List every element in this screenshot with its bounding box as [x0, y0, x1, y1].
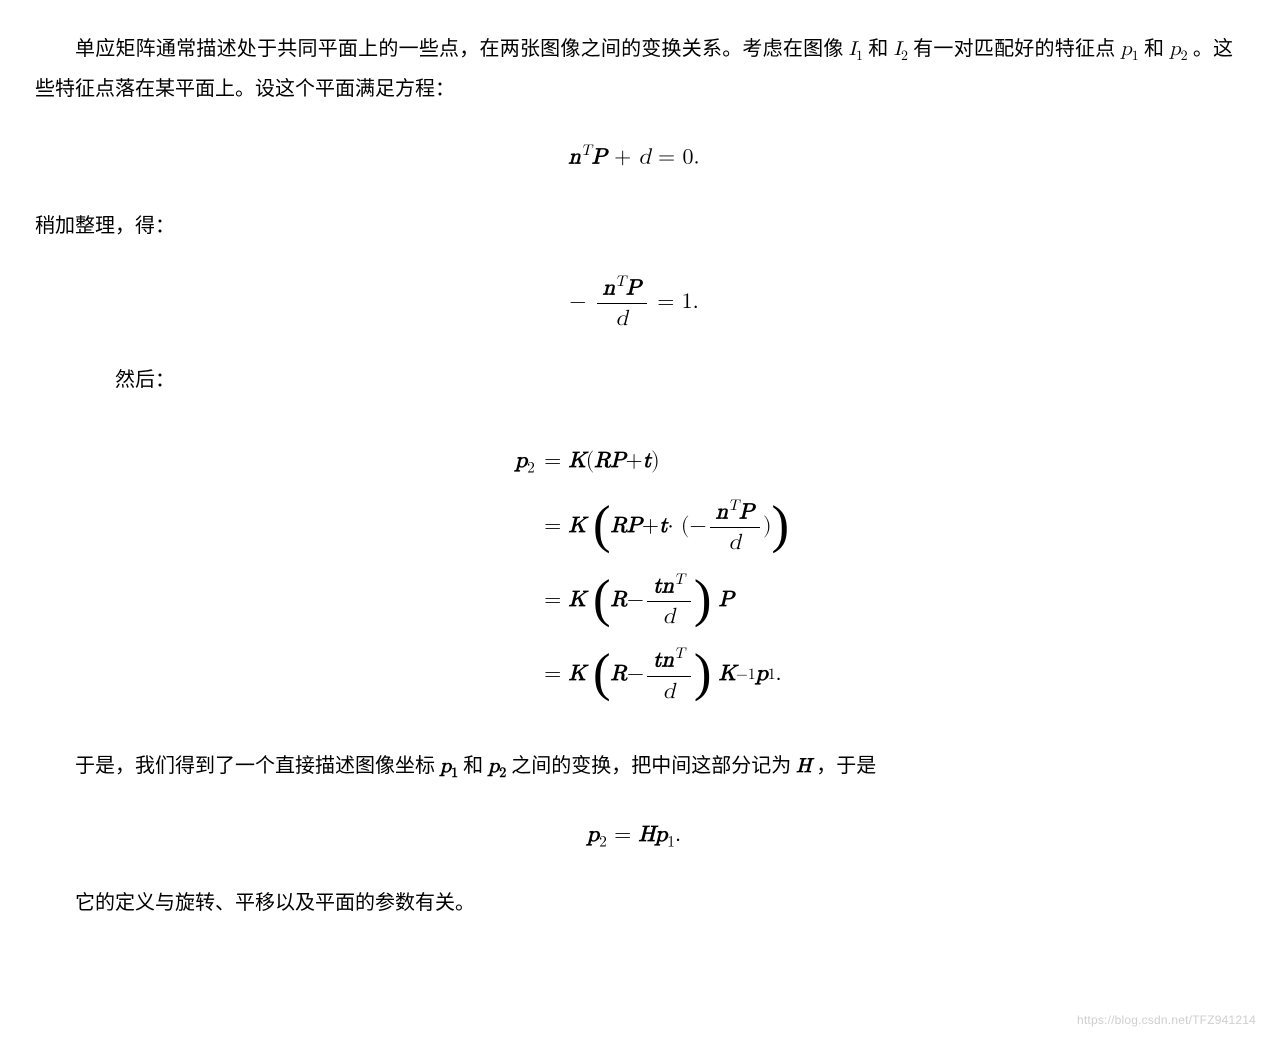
- derivation-row-4: = K ( R − tnT d ) K−1p1.: [479, 645, 789, 705]
- math-I1: I1: [849, 39, 863, 59]
- math-p2: p2: [1169, 39, 1187, 59]
- paragraph-2: 稍加整理，得：: [35, 207, 1233, 245]
- watermark: https://blog.csdn.net/TFZ941214: [1077, 1009, 1256, 1032]
- text: 有一对匹配好的特征点: [913, 38, 1120, 60]
- math-H: H: [796, 756, 811, 776]
- derivation-row-1: p2 = K(RP + t): [479, 441, 789, 483]
- text: 于是，我们得到了一个直接描述图像坐标: [75, 755, 440, 777]
- equation-homography: p2 = Hp1.: [35, 815, 1233, 857]
- derivation-row-3: = K ( R − tnT d ) P: [479, 571, 789, 631]
- text: 它的定义与旋转、平移以及平面的参数有关。: [75, 892, 475, 914]
- paragraph-1: 单应矩阵通常描述处于共同平面上的一些点，在两张图像之间的变换关系。考虑在图像 I…: [35, 30, 1233, 108]
- paragraph-3: 然后：: [35, 361, 1233, 399]
- equation-derivation: p2 = K(RP + t) = K ( RP + t · (− nTP d )…: [35, 427, 1233, 719]
- paragraph-5: 它的定义与旋转、平移以及平面的参数有关。: [35, 884, 1233, 922]
- text: 然后：: [115, 369, 175, 391]
- equation-normalized: − nTP d = 1.: [35, 273, 1233, 333]
- math-p1: p1: [440, 756, 458, 776]
- text: 和: [868, 38, 893, 60]
- paragraph-4: 于是，我们得到了一个直接描述图像坐标 p1 和 p2 之间的变换，把中间这部分记…: [35, 747, 1233, 787]
- math-I2: I2: [894, 39, 908, 59]
- text: 单应矩阵通常描述处于共同平面上的一些点，在两张图像之间的变换关系。考虑在图像: [75, 38, 849, 60]
- text: 之间的变换，把中间这部分记为: [511, 755, 796, 777]
- text: 和: [463, 755, 488, 777]
- derivation-row-2: = K ( RP + t · (− nTP d ) ): [479, 497, 789, 557]
- math-p1: p1: [1121, 39, 1139, 59]
- text: 稍加整理，得：: [35, 215, 175, 237]
- text: ，于是: [816, 755, 876, 777]
- math-p2: p2: [488, 756, 506, 776]
- equation-plane: nTP + d = 0.: [35, 136, 1233, 179]
- text: 和: [1144, 38, 1169, 60]
